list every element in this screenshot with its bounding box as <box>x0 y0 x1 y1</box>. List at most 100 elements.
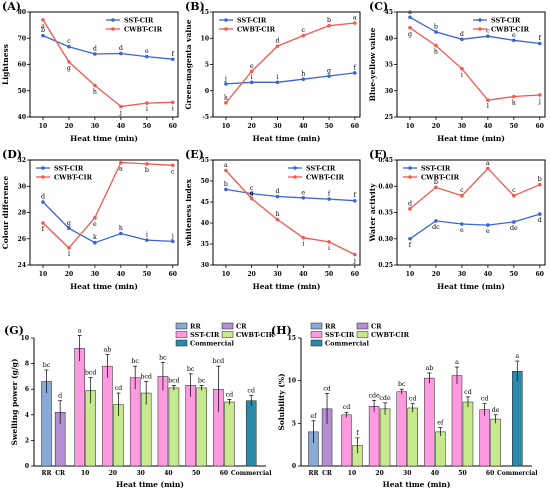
y-tick-label: 2 <box>25 437 29 444</box>
legend-swatch <box>175 331 188 338</box>
significance-letter: d <box>538 217 542 224</box>
significance-letter: d <box>41 194 45 201</box>
x-tick-label: 20 <box>109 470 117 477</box>
bar <box>479 409 490 467</box>
legend-swatch <box>221 331 234 338</box>
y-tick-label: 24 <box>18 262 26 269</box>
significance-letter: cd <box>409 396 417 403</box>
legend-swatch <box>356 322 369 330</box>
data-point <box>41 33 45 38</box>
x-tick-label: 50 <box>143 271 151 278</box>
x-tick-label: 30 <box>91 123 99 130</box>
data-point <box>145 101 149 105</box>
data-point <box>119 160 123 165</box>
series-line-sst-cir <box>42 201 173 244</box>
x-axis-title: Heat time (min) <box>437 134 505 143</box>
significance-letter: bc <box>187 366 195 373</box>
significance-letter: d <box>93 46 97 53</box>
data-point <box>275 217 280 222</box>
significance-letter: b <box>434 179 438 186</box>
y-axis-title: Lightness <box>1 44 10 85</box>
significance-letter: b <box>327 17 331 24</box>
significance-letter: c <box>486 28 490 35</box>
x-axis-title: Heat time (min) <box>70 134 138 143</box>
x-tick-label: 20 <box>432 123 440 130</box>
y-tick-label: 35 <box>201 241 209 248</box>
x-tick-label: CR <box>55 470 66 477</box>
significance-letter: cd <box>481 396 489 403</box>
significance-letter: a <box>78 327 82 334</box>
significance-letter: h <box>93 89 97 96</box>
series-line-sst-cir <box>42 35 173 60</box>
data-point <box>275 194 280 199</box>
x-axis-title: Heat time (min) <box>253 134 321 143</box>
x-tick-label: 10 <box>222 271 230 278</box>
y-tick-label: 8 <box>25 361 29 368</box>
data-point <box>119 231 123 236</box>
x-tick-label: 10 <box>348 470 356 477</box>
data-point <box>119 104 123 109</box>
data-point <box>434 30 438 34</box>
significance-letter: a <box>455 359 459 366</box>
data-point <box>301 33 306 38</box>
x-tick-label: 30 <box>458 123 466 130</box>
data-point <box>145 162 149 166</box>
y-tick-label: 55 <box>201 157 209 164</box>
significance-letter: e <box>512 32 516 39</box>
significance-letter: bc <box>398 381 406 388</box>
significance-letter: b <box>538 176 542 183</box>
bar <box>196 387 207 467</box>
x-tick-label: Commercial <box>231 470 272 477</box>
significance-letter: bcd <box>85 370 97 377</box>
y-tick-label: 5 <box>205 62 209 69</box>
legend-label: CWBT-CIR <box>491 25 530 33</box>
significance-letter: bc <box>198 377 206 384</box>
data-point <box>171 100 175 105</box>
y-tick-label: 45 <box>385 9 393 16</box>
data-point <box>486 223 490 227</box>
x-tick-label: 30 <box>273 271 281 278</box>
x-tick-label: 40 <box>299 123 307 130</box>
data-point <box>460 66 464 71</box>
legend-label: CR <box>371 323 382 331</box>
data-point <box>353 21 357 25</box>
significance-letter: b <box>145 167 149 174</box>
legend-label: SST-CIR <box>491 16 521 24</box>
legend-label: SST-CIR <box>237 16 267 24</box>
panel-label: (D) <box>2 148 22 161</box>
data-point <box>538 212 542 216</box>
significance-letter: g <box>67 220 71 227</box>
data-point <box>538 93 542 97</box>
x-tick-label: 40 <box>484 123 492 130</box>
y-tick-label: 0 <box>292 463 296 470</box>
y-tick-label: 30 <box>385 88 393 95</box>
panel-label: (H) <box>271 324 292 337</box>
significance-letter: e <box>301 189 305 196</box>
data-point <box>512 94 516 99</box>
significance-letter: g <box>67 65 71 72</box>
data-point <box>224 82 228 86</box>
series-line-cwbt-cir <box>409 167 541 210</box>
significance-letter: ef <box>437 420 444 427</box>
x-tick-label: 60 <box>169 271 177 278</box>
data-point <box>353 71 357 75</box>
data-point <box>408 207 412 211</box>
significance-letter: f <box>328 191 331 198</box>
significance-letter: c <box>460 187 464 194</box>
significance-letter: f <box>172 51 175 58</box>
legend-marker <box>41 166 45 170</box>
significance-letter: j <box>224 75 227 82</box>
data-point <box>512 220 516 224</box>
significance-letter: l <box>68 251 70 258</box>
data-point <box>460 222 464 226</box>
panel-label: (F) <box>369 148 387 161</box>
significance-letter: g <box>327 68 331 75</box>
significance-letter: d <box>58 393 62 400</box>
data-point <box>119 51 123 56</box>
significance-letter: k <box>224 94 228 101</box>
data-point <box>538 182 542 187</box>
significance-letter: e <box>460 227 464 234</box>
legend-marker <box>478 18 482 22</box>
x-tick-label: 50 <box>143 123 151 130</box>
y-tick-label: 0.25 <box>378 262 393 269</box>
